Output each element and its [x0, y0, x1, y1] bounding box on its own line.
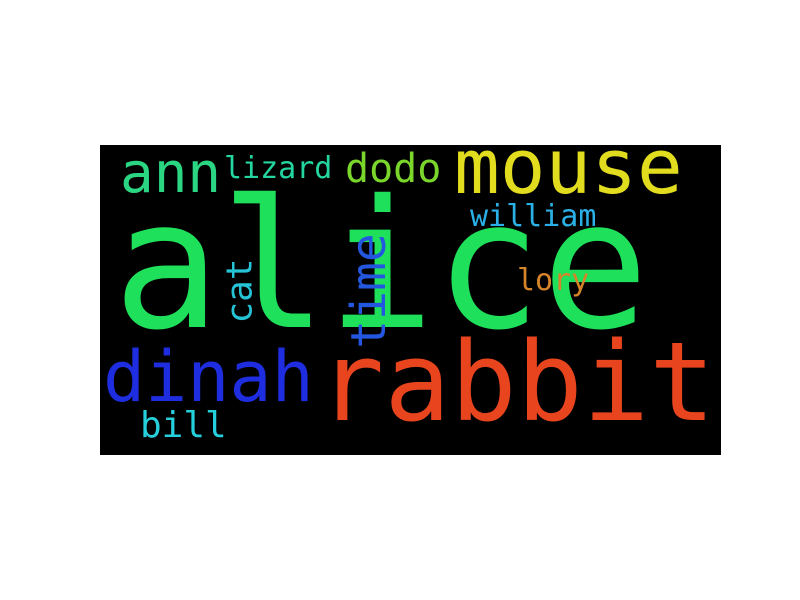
word-ann: ann — [120, 145, 222, 206]
word-lory: lory — [517, 263, 590, 298]
word-time: time — [340, 233, 397, 349]
word-rabbit: rabbit — [318, 318, 716, 446]
word-bill: bill — [140, 405, 227, 446]
word-lizard: lizard — [224, 151, 333, 186]
word-cat: cat — [219, 258, 261, 324]
word-cloud: alice rabbit mouse dinah ann time dodo c… — [100, 145, 721, 455]
word-mouse: mouse — [454, 145, 683, 211]
word-alice: alice — [113, 162, 649, 369]
word-dinah: dinah — [103, 336, 314, 418]
word-william: william — [470, 199, 597, 234]
word-dodo: dodo — [345, 146, 442, 192]
